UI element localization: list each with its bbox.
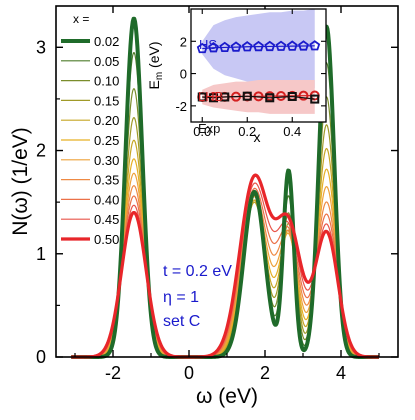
inset-point-exp (209, 93, 218, 103)
annotation-text: set C (163, 313, 200, 330)
legend: x = 0.02 0.05 0.10 0.15 0.20 0.25 0.30 0.35 0.40 0… (61, 12, 119, 247)
legend-label: 0.40 (94, 192, 119, 207)
inset-point-hs (241, 41, 253, 52)
annotation-text: t = 0.2 eV (163, 263, 232, 280)
dos-line-0.02 (69, 16, 381, 359)
inset-point-hs (298, 40, 309, 51)
inset-point-hs (264, 40, 276, 52)
x-tick-label: 0 (184, 363, 194, 383)
legend-label: 0.10 (94, 74, 119, 89)
legend-title: x = (73, 12, 89, 26)
inset-point-lhb (298, 90, 309, 101)
x-tick-label: 2 (260, 363, 270, 383)
inset-label-lhb: LHB (198, 89, 223, 104)
inset-line-exp (202, 95, 315, 100)
y-tick-label: 0 (36, 347, 46, 367)
inset-point-hs (208, 42, 219, 53)
main-y-ticks: 0 1 2 3 (36, 37, 398, 367)
x-tick-label: 4 (336, 363, 346, 383)
inset-point-exp (220, 92, 230, 102)
inset-point-exp (197, 92, 207, 102)
inset-point-exp (242, 91, 252, 101)
inset-point-exp (265, 93, 275, 103)
inset-y-axis-label-unit: (eV) (146, 41, 162, 71)
inset-label-exp: Exp (198, 121, 220, 136)
main-x-ticks: -2 0 2 4 (74, 6, 380, 383)
inset-y-axis-label-sub: m (154, 72, 165, 80)
inset-point-hs (309, 40, 321, 51)
inset-frame (190, 8, 327, 123)
inset-point-lhb (276, 91, 286, 102)
y-tick-label: 1 (36, 244, 46, 264)
y-tick-label: 2 (36, 141, 46, 161)
legend-label: 0.25 (94, 133, 119, 148)
inset-y-tick-label: 2 (180, 34, 187, 49)
inset-point-exp (287, 91, 297, 101)
inset-x-tick-label: 0.4 (283, 124, 301, 139)
y-axis-label: N(ω) (1/eV) (9, 127, 32, 236)
legend-label: 0.02 (94, 34, 119, 49)
dos-curves (69, 16, 381, 359)
inset-point-hs (219, 41, 231, 53)
annotation-text: η = 1 (163, 289, 199, 306)
inset-band-hs (202, 9, 315, 89)
legend-label: 0.45 (94, 212, 119, 227)
legend-label: 0.35 (94, 173, 119, 188)
x-axis-label: ω (eV) (196, 385, 258, 408)
dos-line-0.50 (70, 173, 380, 359)
legend-label: 0.15 (94, 93, 119, 108)
inset-y-tick-label: 0 (180, 67, 187, 82)
inset-y-axis-label: Em (eV) (146, 41, 165, 89)
inset-point-exp (310, 94, 320, 104)
inset-point-hs (286, 40, 298, 51)
inset-plot (196, 9, 321, 114)
inset-x-tick-label: 0.2 (238, 124, 256, 139)
inset-label-hs: HS (199, 37, 217, 52)
inset-y-axis-label-main: E (146, 80, 162, 89)
inset-point-hs (230, 41, 242, 52)
legend-label: 0.05 (94, 54, 119, 69)
inset-y-tick-label: -2 (175, 99, 187, 114)
legend-label: 0.20 (94, 113, 119, 128)
x-tick-label: -2 (105, 363, 121, 383)
y-tick-label: 3 (36, 37, 46, 57)
inset-point-hs (253, 40, 264, 52)
annotations: t = 0.2 eV η = 1 set C (163, 263, 232, 330)
legend-label: 0.50 (94, 232, 119, 247)
inset-point-hs (275, 40, 287, 51)
inset-x-tick-label: 0.0 (193, 124, 211, 139)
legend-label: 0.30 (94, 153, 119, 168)
inset-point-hs (196, 42, 208, 54)
inset-x-axis-label: x (254, 129, 261, 145)
